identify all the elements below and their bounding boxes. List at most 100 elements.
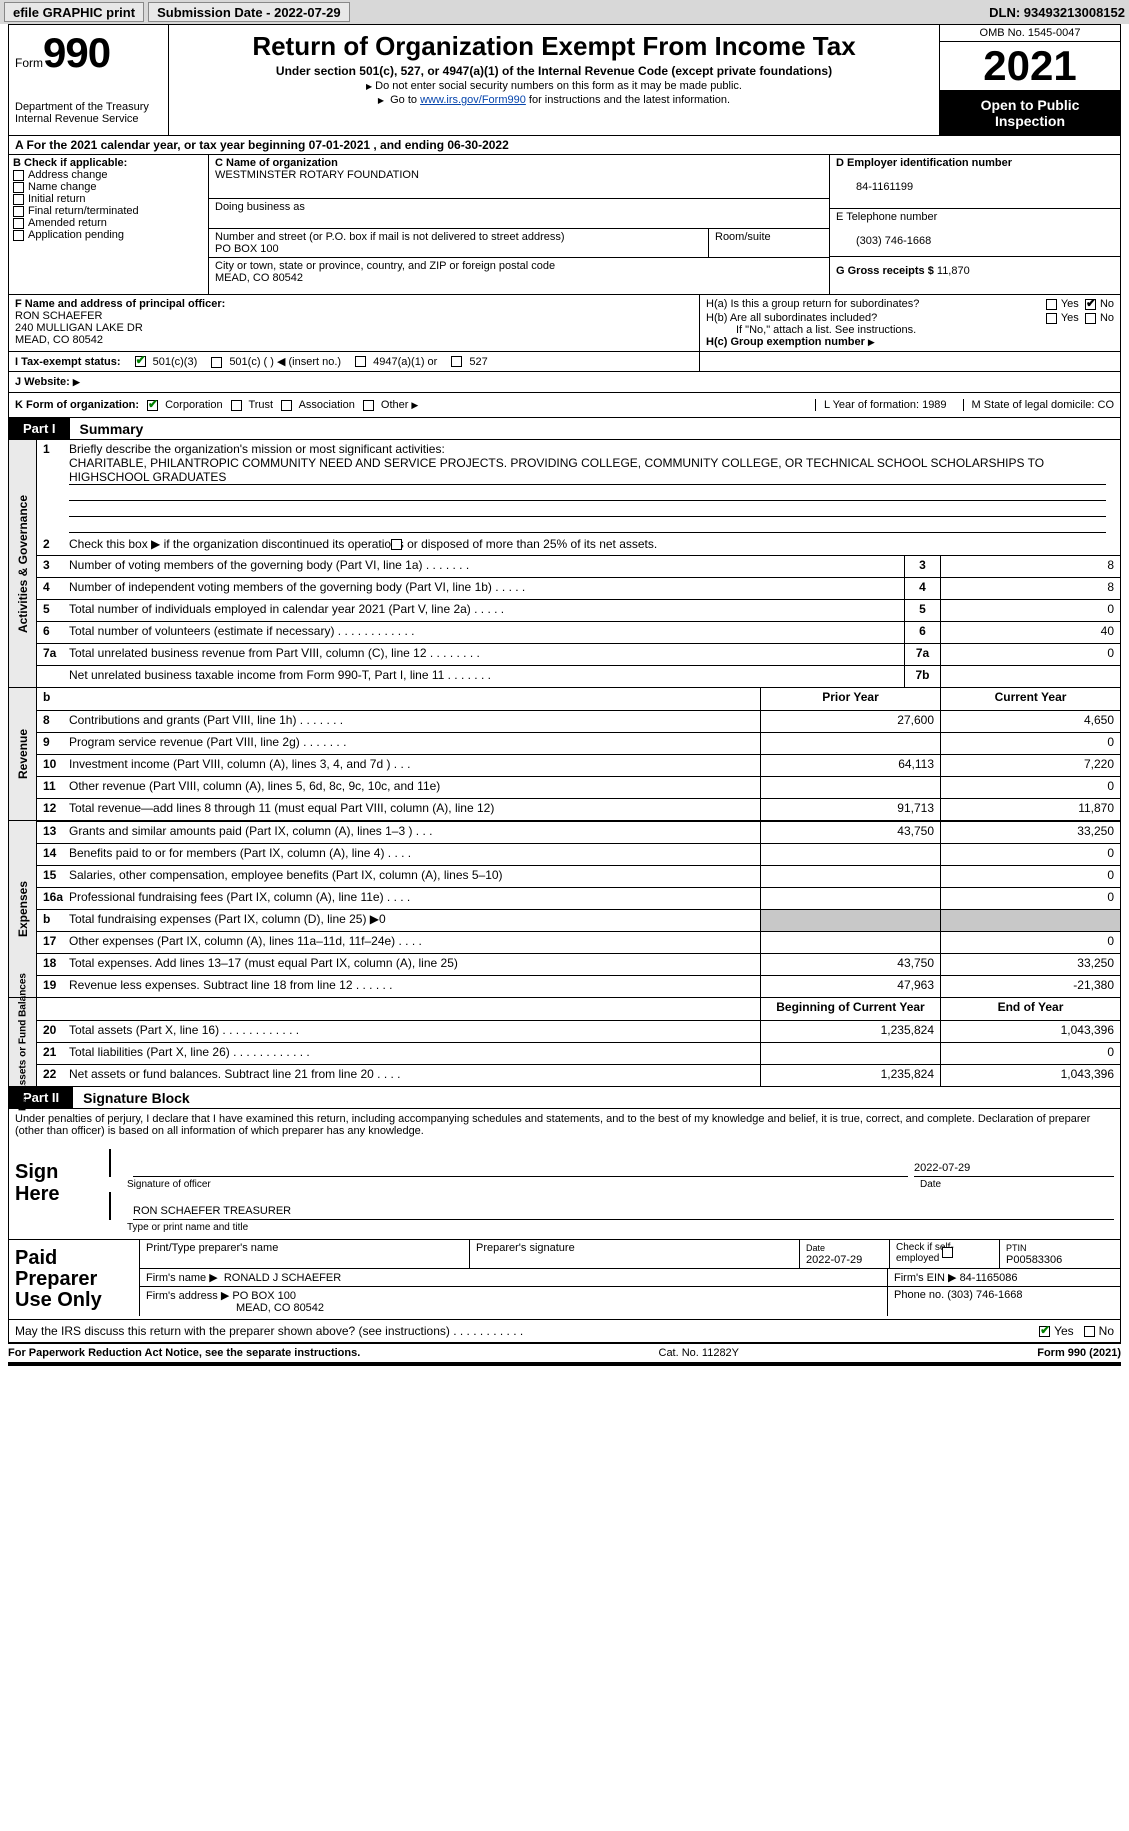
b-checkbox[interactable] [13, 182, 24, 193]
efile-print-button[interactable]: efile GRAPHIC print [4, 2, 144, 22]
prep-date: 2022-07-29 [806, 1254, 862, 1266]
i-label: I Tax-exempt status: [15, 356, 121, 368]
g-label: G Gross receipts $ [836, 265, 934, 277]
section-k: K Form of organization: Corporation Trus… [9, 393, 1120, 418]
b-label: B Check if applicable: [13, 157, 204, 169]
data-line: 15Salaries, other compensation, employee… [37, 865, 1120, 887]
footer: For Paperwork Reduction Act Notice, see … [0, 1344, 1129, 1362]
officer-addr2: MEAD, CO 80542 [15, 334, 103, 346]
b-checkbox[interactable] [13, 170, 24, 181]
ptin: P00583306 [1006, 1254, 1062, 1266]
section-b-to-g: B Check if applicable: Address changeNam… [9, 155, 1120, 295]
part1-tab: Part I [9, 418, 70, 439]
section-f-h: F Name and address of principal officer:… [9, 295, 1120, 352]
gov-line: Net unrelated business taxable income fr… [37, 665, 1120, 687]
form-word: Form [15, 56, 43, 70]
firm-name: RONALD J SCHAEFER [224, 1272, 341, 1284]
gross-receipts: 11,870 [937, 265, 970, 277]
period-row: A For the 2021 calendar year, or tax yea… [9, 136, 1120, 155]
b-check-item: Address change [13, 169, 204, 181]
ha-no-checkbox[interactable] [1085, 299, 1096, 310]
officer-addr1: 240 MULLIGAN LAKE DR [15, 322, 143, 334]
i-527-checkbox[interactable] [451, 356, 462, 367]
phone-value: (303) 746-1668 [836, 235, 931, 247]
part2-title: Signature Block [73, 1090, 190, 1106]
sig-officer-label: Signature of officer [127, 1179, 920, 1190]
room-label: Room/suite [715, 231, 771, 243]
gov-vlabel: Activities & Governance [16, 494, 30, 632]
k-corp-checkbox[interactable] [147, 400, 158, 411]
cat-no: Cat. No. 11282Y [659, 1347, 740, 1359]
gov-line: 4Number of independent voting members of… [37, 577, 1120, 599]
discuss-yes-checkbox[interactable] [1039, 1326, 1050, 1337]
gov-section: Activities & Governance 1 Briefly descri… [9, 440, 1120, 688]
part1-header: Part I Summary [9, 418, 1120, 440]
self-employed-checkbox[interactable] [942, 1247, 953, 1258]
form-990-wrap: Form990 Department of the Treasury Inter… [8, 24, 1121, 1344]
org-name: WESTMINSTER ROTARY FOUNDATION [215, 169, 419, 181]
omb-number: OMB No. 1545-0047 [940, 25, 1120, 42]
firm-ein: 84-1165086 [960, 1272, 1018, 1284]
hb-yes-checkbox[interactable] [1046, 313, 1057, 324]
dln-label: DLN: 93493213008152 [989, 5, 1125, 20]
sig-date-label: Date [920, 1179, 1120, 1190]
gov-line: 6Total number of volunteers (estimate if… [37, 621, 1120, 643]
k-assoc-checkbox[interactable] [281, 400, 292, 411]
b-checkbox[interactable] [13, 206, 24, 217]
prep-name-hdr: Print/Type preparer's name [140, 1240, 470, 1268]
section-j: J Website: [9, 372, 1120, 393]
hb-label: H(b) Are all subordinates included? [706, 312, 1046, 324]
addr-label: Number and street (or P.O. box if mail i… [215, 231, 565, 243]
b-check-item: Initial return [13, 193, 204, 205]
e-label: E Telephone number [836, 211, 937, 223]
l-year: L Year of formation: 1989 [815, 399, 947, 411]
gov-line: 3Number of voting members of the governi… [37, 555, 1120, 577]
exp-vlabel: Expenses [16, 881, 30, 937]
gov-line: 5Total number of individuals employed in… [37, 599, 1120, 621]
i-4947-checkbox[interactable] [355, 356, 366, 367]
ein-value: 84-1161199 [836, 181, 913, 193]
rev-vlabel: Revenue [16, 729, 30, 779]
officer-signature[interactable] [133, 1174, 908, 1177]
prior-year-hdr: Prior Year [760, 688, 940, 710]
data-line: 22Net assets or fund balances. Subtract … [37, 1064, 1120, 1086]
form-header: Form990 Department of the Treasury Inter… [9, 25, 1120, 136]
k-other-checkbox[interactable] [363, 400, 374, 411]
l2-checkbox[interactable] [391, 539, 402, 550]
submission-date-button[interactable]: Submission Date - 2022-07-29 [148, 2, 350, 22]
data-line: 12Total revenue—add lines 8 through 11 (… [37, 798, 1120, 820]
data-line: 8Contributions and grants (Part VIII, li… [37, 710, 1120, 732]
b-checkbox[interactable] [13, 218, 24, 229]
rev-section: Revenue b Prior Year Current Year 8Contr… [9, 688, 1120, 821]
form-number: 990 [43, 29, 110, 76]
i-501c-checkbox[interactable] [211, 357, 222, 368]
f-label: F Name and address of principal officer: [15, 298, 225, 310]
b-checkbox[interactable] [13, 194, 24, 205]
mission-text: CHARITABLE, PHILANTROPIC COMMUNITY NEED … [69, 456, 1106, 485]
data-line: 21Total liabilities (Part X, line 26) . … [37, 1042, 1120, 1064]
b-check-item: Amended return [13, 217, 204, 229]
footer-bar [8, 1362, 1121, 1366]
i-501c3-checkbox[interactable] [135, 356, 146, 367]
ha-yes-checkbox[interactable] [1046, 299, 1057, 310]
data-line: 16aProfessional fundraising fees (Part I… [37, 887, 1120, 909]
b-checkbox[interactable] [13, 230, 24, 241]
m-state: M State of legal domicile: CO [963, 399, 1114, 411]
pra-notice: For Paperwork Reduction Act Notice, see … [8, 1347, 360, 1359]
hb-no-checkbox[interactable] [1085, 313, 1096, 324]
firm-addr2: MEAD, CO 80542 [146, 1302, 324, 1314]
ha-label: H(a) Is this a group return for subordin… [706, 298, 1046, 310]
exp-section: Expenses 13Grants and similar amounts pa… [9, 821, 1120, 998]
k-trust-checkbox[interactable] [231, 400, 242, 411]
open-inspection: Open to Public Inspection [940, 91, 1120, 135]
j-label: J Website: [15, 376, 80, 388]
firm-phone: (303) 746-1668 [947, 1289, 1022, 1301]
discuss-no-checkbox[interactable] [1084, 1326, 1095, 1337]
d-label: D Employer identification number [836, 157, 1012, 169]
irs-link[interactable]: www.irs.gov/Form990 [420, 94, 526, 106]
data-line: 9Program service revenue (Part VIII, lin… [37, 732, 1120, 754]
sign-here-label: Sign Here [9, 1141, 109, 1239]
data-line: 13Grants and similar amounts paid (Part … [37, 821, 1120, 843]
hc-label: H(c) Group exemption number [706, 336, 1114, 348]
data-line: 20Total assets (Part X, line 16) . . . .… [37, 1020, 1120, 1042]
